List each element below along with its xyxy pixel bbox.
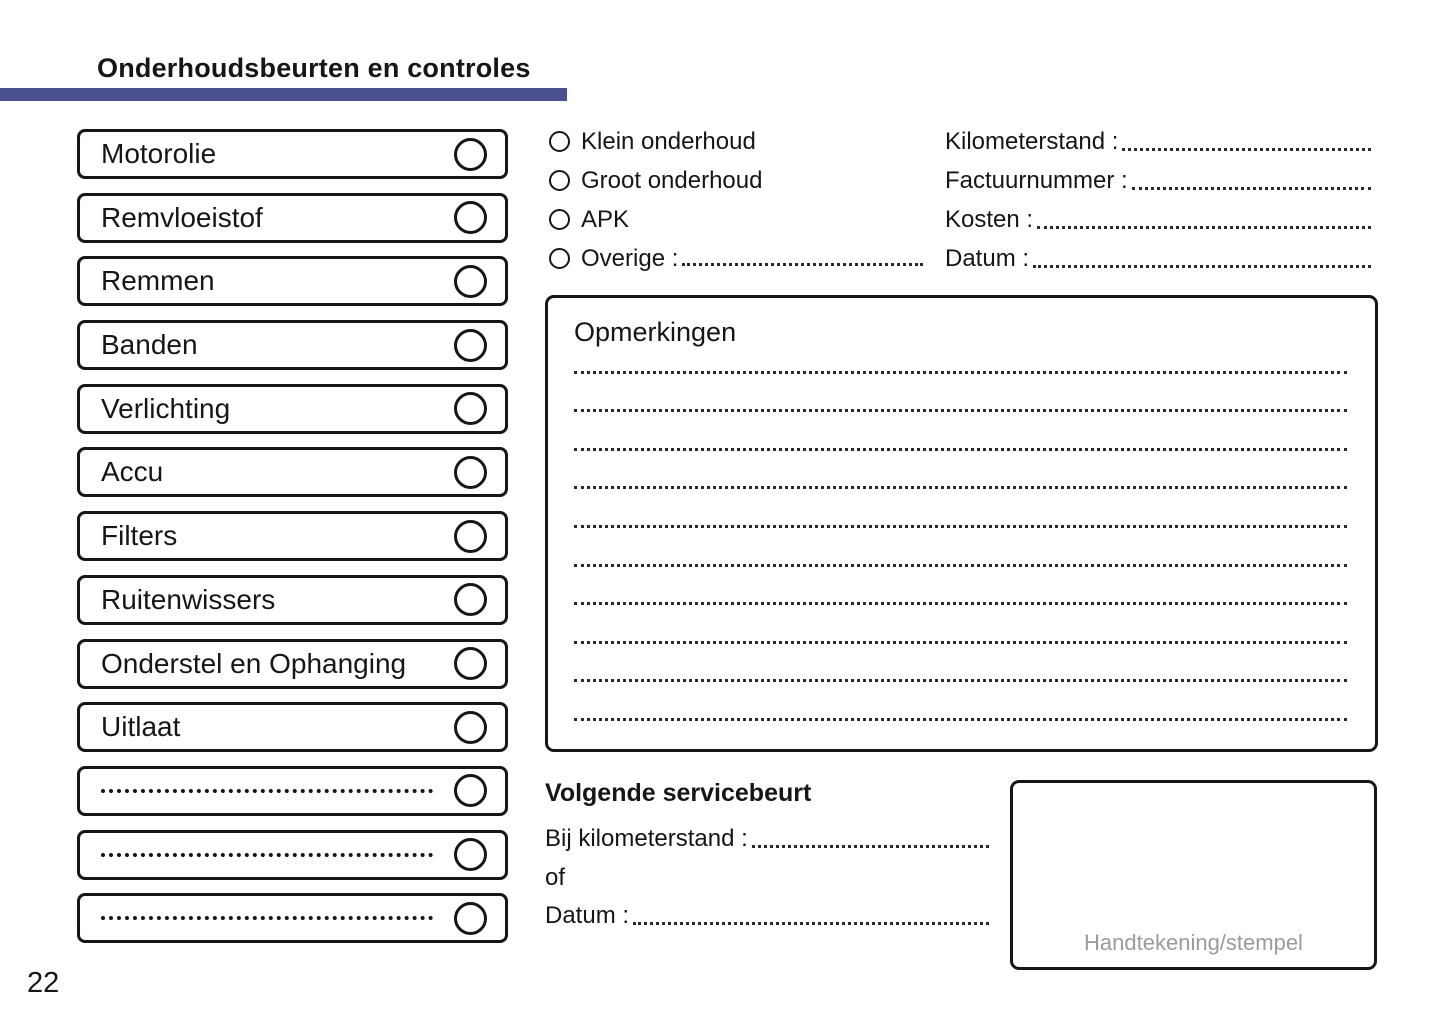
checklist-item-label: Onderstel en Ophanging <box>101 647 407 679</box>
record-field: Kosten : <box>945 206 1371 233</box>
service-option: Overige : <box>549 245 923 272</box>
service-option-label: Groot onderhoud <box>581 166 763 194</box>
checklist-item-label: Ruitenwissers <box>101 583 276 615</box>
blank-write-line[interactable] <box>101 908 433 921</box>
signature-box[interactable]: Handtekening/stempel <box>1010 780 1377 970</box>
remarks-write-line[interactable] <box>574 682 1347 721</box>
checklist-item-label: Verlichting <box>101 392 231 424</box>
record-field: Datum : <box>945 245 1371 272</box>
remarks-write-line[interactable] <box>574 528 1347 567</box>
checklist-item <box>77 893 508 944</box>
check-circle[interactable] <box>454 774 487 808</box>
remarks-write-line[interactable] <box>574 374 1347 413</box>
write-line[interactable] <box>1122 148 1371 151</box>
record-fields: Kilometerstand : Factuurnummer : Kosten … <box>945 128 1371 272</box>
record-field-label: Datum : <box>945 245 1030 272</box>
page-number: 22 <box>27 967 60 999</box>
next-service-section: Volgende servicebeurt Bij kilometerstand… <box>545 779 989 930</box>
write-line[interactable] <box>751 845 989 848</box>
remarks-box: Opmerkingen <box>545 295 1378 752</box>
next-service-row: Bij kilometerstand : <box>545 825 989 853</box>
checklist: Motorolie Remvloeistof Remmen Banden <box>77 129 508 944</box>
check-circle[interactable] <box>454 838 487 872</box>
checklist-item: Uitlaat <box>77 702 508 753</box>
checklist-item <box>77 765 508 816</box>
checklist-item: Accu <box>77 447 508 498</box>
signature-label: Handtekening/stempel <box>1084 930 1303 955</box>
checklist-item: Ruitenwissers <box>77 574 508 625</box>
next-service-row: Datum : <box>545 902 989 930</box>
service-option-label: APK <box>581 205 630 233</box>
checklist-item: Onderstel en Ophanging <box>77 638 508 689</box>
check-circle[interactable] <box>454 710 487 744</box>
record-field-label: Kilometerstand : <box>945 128 1119 155</box>
record-field-label: Factuurnummer : <box>945 167 1128 194</box>
next-service-row: of <box>545 864 989 892</box>
service-option-label: Klein onderhoud <box>581 127 756 155</box>
checklist-item: Remvloeistof <box>77 192 508 243</box>
write-line[interactable] <box>682 263 923 266</box>
remarks-write-line[interactable] <box>574 644 1347 683</box>
checklist-item-label: Accu <box>101 456 164 488</box>
blank-write-line[interactable] <box>101 781 433 793</box>
check-circle[interactable] <box>454 901 487 935</box>
accent-bar <box>0 88 567 101</box>
check-circle[interactable] <box>454 137 487 171</box>
service-option: APK <box>549 206 923 233</box>
checklist-item: Filters <box>77 511 508 562</box>
write-line[interactable] <box>1033 265 1371 268</box>
radio-circle[interactable] <box>549 209 570 230</box>
checklist-item <box>77 829 508 880</box>
write-line[interactable] <box>633 922 989 925</box>
remarks-write-line[interactable] <box>574 605 1347 644</box>
check-circle[interactable] <box>454 583 487 617</box>
checklist-item-label: Uitlaat <box>101 711 181 743</box>
checklist-item-label: Banden <box>101 329 198 361</box>
write-line[interactable] <box>1131 187 1371 190</box>
checklist-item-label: Motorolie <box>101 138 217 169</box>
check-circle[interactable] <box>454 519 487 553</box>
checklist-item: Remmen <box>77 256 508 307</box>
check-circle[interactable] <box>454 201 487 235</box>
write-line[interactable] <box>1037 226 1371 229</box>
blank-write-line[interactable] <box>101 845 433 857</box>
remarks-write-line[interactable] <box>574 567 1347 606</box>
record-field-label: Kosten : <box>945 206 1034 233</box>
next-service-title: Volgende servicebeurt <box>545 779 812 807</box>
service-option: Groot onderhoud <box>549 167 923 194</box>
checklist-item: Banden <box>77 320 508 371</box>
check-circle[interactable] <box>454 455 487 489</box>
next-service-rows: Bij kilometerstand : of Datum : <box>545 825 989 930</box>
check-circle[interactable] <box>454 392 487 426</box>
service-option-label: Overige : <box>581 244 679 272</box>
next-service-label: of <box>545 863 566 891</box>
checklist-item-label: Remvloeistof <box>101 201 263 233</box>
remarks-lines <box>574 335 1347 721</box>
check-circle[interactable] <box>454 328 487 362</box>
remarks-title: Opmerkingen <box>574 317 737 347</box>
remarks-write-line[interactable] <box>574 335 1347 374</box>
checklist-item: Motorolie <box>77 129 508 179</box>
next-service-label: Bij kilometerstand : <box>545 825 748 852</box>
check-circle[interactable] <box>454 647 487 680</box>
checklist-item: Verlichting <box>77 383 508 434</box>
next-service-label: Datum : <box>545 902 630 929</box>
remarks-write-line[interactable] <box>574 489 1347 528</box>
service-type-options: Klein onderhoud Groot onderhoud APK Over… <box>549 128 923 272</box>
radio-circle[interactable] <box>549 131 570 152</box>
radio-circle[interactable] <box>549 248 570 269</box>
check-circle[interactable] <box>454 264 487 298</box>
service-option: Klein onderhoud <box>549 128 923 155</box>
remarks-write-line[interactable] <box>574 412 1347 451</box>
radio-circle[interactable] <box>549 170 570 191</box>
page-title: Onderhoudsbeurten en controles <box>97 53 531 83</box>
checklist-item-label: Remmen <box>101 265 215 297</box>
checklist-item-label: Filters <box>101 520 178 552</box>
record-field: Factuurnummer : <box>945 167 1371 194</box>
remarks-write-line[interactable] <box>574 451 1347 490</box>
record-field: Kilometerstand : <box>945 128 1371 155</box>
